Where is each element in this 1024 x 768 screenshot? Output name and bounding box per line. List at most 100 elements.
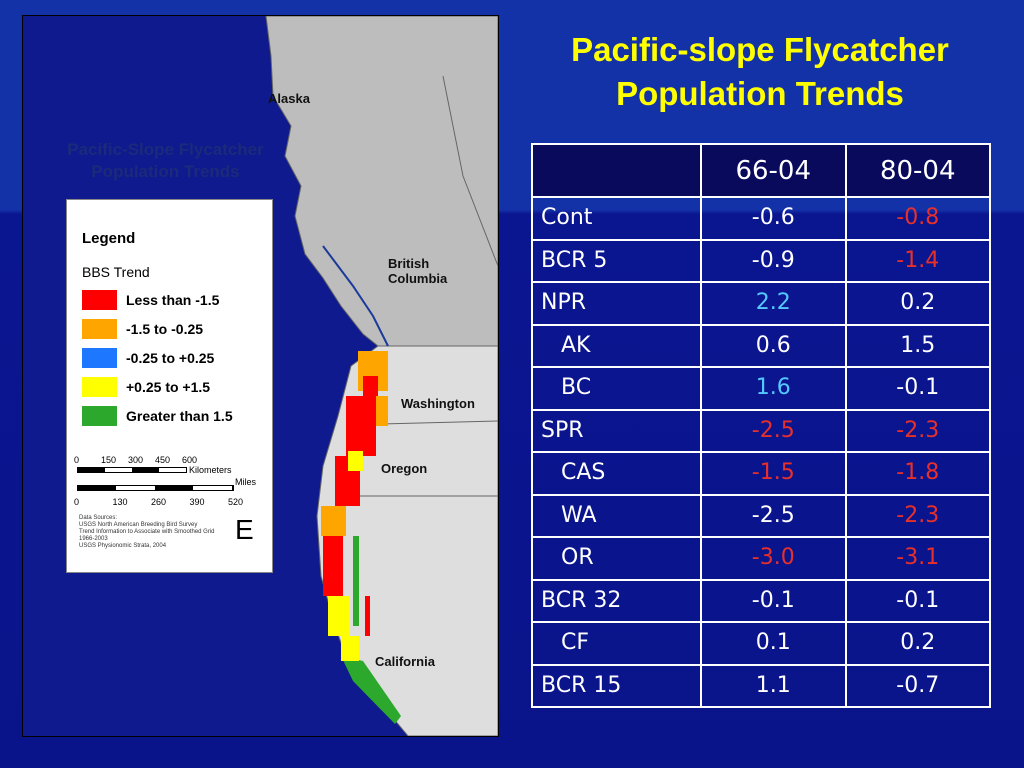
trend-cell — [346, 396, 376, 456]
table-row: BCR 5 -0.9 -1.4 — [531, 238, 991, 283]
trend-table: 66-04 80-04 Cont -0.6 -0.8 BCR 5 -0.9 -1.4 NPR 2… — [531, 143, 991, 708]
source-line: USGS Physionomic Strata, 2004 — [79, 543, 167, 549]
map-drawing — [265, 16, 498, 736]
row-label: BC — [531, 366, 702, 411]
row-label: SPR — [531, 408, 702, 453]
value-cell: -0.9 — [700, 238, 847, 283]
value-cell: -1.8 — [844, 451, 991, 496]
legend-title: Legend — [82, 230, 136, 247]
legend-label: -1.5 to -0.25 — [126, 321, 204, 337]
place-label: Washington — [401, 396, 475, 411]
river — [322, 245, 389, 347]
legend-label: +0.25 to +1.5 — [126, 379, 211, 395]
row-label: CF — [531, 621, 702, 666]
scale-bar-km — [77, 467, 187, 473]
scale-unit: Kilometers — [189, 465, 232, 475]
value-cell: -2.5 — [700, 408, 847, 453]
value-cell: -0.1 — [844, 366, 991, 411]
source-line: Data Sources: — [79, 515, 118, 521]
trend-cell — [321, 506, 346, 536]
header-cell — [531, 143, 702, 198]
scale-tick-label: 260 — [151, 497, 167, 507]
header-cell: 80-04 — [844, 143, 991, 198]
value-cell: -0.7 — [844, 663, 991, 708]
table-row: NPR 2.2 0.2 — [531, 281, 991, 326]
row-label: WA — [531, 493, 702, 538]
table-row: BCR 32 -0.1 -0.1 — [531, 578, 991, 623]
data-sources: Data Sources: USGS North American Breedin… — [79, 515, 215, 550]
value-cell: -2.3 — [844, 408, 991, 453]
value-cell: -0.1 — [844, 578, 991, 623]
legend-label: Greater than 1.5 — [126, 408, 233, 424]
place-label: British Columbia — [388, 256, 448, 286]
table-row: CF 0.1 0.2 — [531, 621, 991, 666]
value-cell: -3.0 — [700, 536, 847, 581]
row-label: NPR — [531, 281, 702, 326]
legend-swatch — [82, 406, 117, 426]
value-cell: -1.4 — [844, 238, 991, 283]
scale-tick-label: 520 — [228, 497, 244, 507]
scale-tick-label: 0 — [74, 455, 80, 465]
table-row: OR -3.0 -3.1 — [531, 536, 991, 581]
canada-land — [265, 16, 498, 347]
value-cell: -1.5 — [700, 451, 847, 496]
row-label: Cont — [531, 196, 702, 241]
table-row: AK 0.6 1.5 — [531, 323, 991, 368]
legend-swatch — [82, 348, 117, 368]
value-cell: 1.5 — [844, 323, 991, 368]
row-label: BCR 15 — [531, 663, 702, 708]
header-row: 66-04 80-04 — [531, 143, 991, 198]
trend-cell — [348, 451, 363, 471]
row-label: BCR 5 — [531, 238, 702, 283]
scale-tick-label: 600 — [182, 455, 198, 465]
table-row: Cont -0.6 -0.8 — [531, 196, 991, 241]
map-title: Pacific-Slope Flycatcher Population Tren… — [67, 140, 264, 181]
value-cell: 0.2 — [844, 281, 991, 326]
place-label: California — [375, 654, 435, 669]
value-cell: 0.1 — [700, 621, 847, 666]
panel-letter: E — [235, 514, 254, 545]
scale-tick-label: 300 — [128, 455, 144, 465]
legend-swatch — [82, 377, 117, 397]
value-cell: -3.1 — [844, 536, 991, 581]
value-cell: 0.6 — [700, 323, 847, 368]
value-cell: -0.6 — [700, 196, 847, 241]
value-cell: -0.1 — [700, 578, 847, 623]
legend-swatch — [82, 319, 117, 339]
trend-cell — [341, 636, 359, 661]
row-label: CAS — [531, 451, 702, 496]
source-line: USGS North American Breeding Bird Survey — [79, 522, 198, 528]
boundary — [379, 420, 498, 425]
source-line: Trend Information to Associate with Smoo… — [79, 529, 215, 535]
table-row: BCR 15 1.1 -0.7 — [531, 663, 991, 708]
value-cell: 2.2 — [700, 281, 847, 326]
legend-label: Less than -1.5 — [126, 292, 220, 308]
scale-bar-mi — [77, 485, 234, 491]
value-cell: -2.3 — [844, 493, 991, 538]
table-row: CAS -1.5 -1.8 — [531, 451, 991, 496]
place-label: Oregon — [381, 461, 428, 476]
scale-unit: Miles — [235, 477, 257, 487]
value-cell: -2.5 — [700, 493, 847, 538]
scale-tick-label: 0 — [74, 497, 80, 507]
value-cell: 1.1 — [700, 663, 847, 708]
boundary — [442, 75, 498, 267]
legend-label: -0.25 to +0.25 — [126, 350, 215, 366]
value-cell: 1.6 — [700, 366, 847, 411]
scale-bar: 0 150 300 450 600 Kilometers Miles 0 130 260 390 52… — [74, 455, 262, 515]
legend-subtitle: BBS Trend — [82, 264, 150, 280]
trend-cell — [363, 376, 378, 401]
row-label: AK — [531, 323, 702, 368]
trend-cell — [376, 396, 388, 426]
scale-tick-label: 450 — [155, 455, 171, 465]
legend-swatch — [82, 290, 117, 310]
table-row: WA -2.5 -2.3 — [531, 493, 991, 538]
map-panel: Pacific-Slope Flycatcher Population Tren… — [22, 15, 499, 737]
trend-cell — [353, 536, 359, 626]
value-cell: 0.2 — [844, 621, 991, 666]
place-label: Alaska — [268, 91, 310, 106]
scale-tick-label: 150 — [101, 455, 117, 465]
trend-cell — [323, 536, 343, 596]
value-cell: -0.8 — [844, 196, 991, 241]
